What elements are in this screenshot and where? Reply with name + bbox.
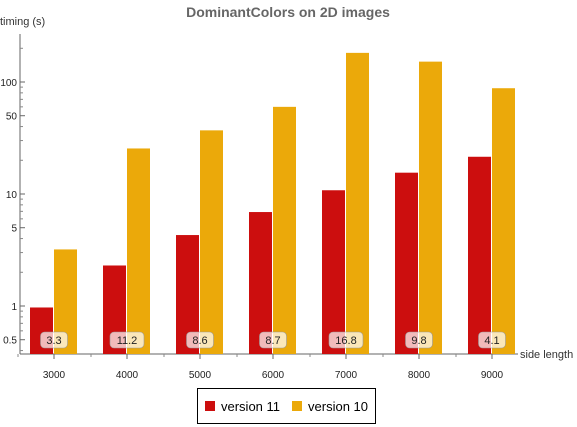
- chart-title: DominantColors on 2D images: [186, 4, 390, 20]
- data-label: 8.7: [265, 335, 280, 347]
- y-tick-label: 100: [0, 78, 17, 89]
- bar-version-10-4000: [127, 148, 150, 354]
- data-label-box: [328, 331, 364, 349]
- bar-version-11-9000: [468, 156, 491, 354]
- bar-version-11-7000: [322, 190, 345, 354]
- data-label: 8.6: [192, 335, 207, 347]
- y-tick-label: 1: [11, 302, 17, 313]
- data-label: 16.8: [335, 335, 356, 347]
- x-tick-label: 3000: [43, 370, 66, 381]
- legend-item-version-11: version 11: [205, 399, 280, 414]
- bar-version-10-7000: [346, 52, 369, 354]
- data-label: 9.8: [411, 335, 426, 347]
- legend: version 11 version 10: [197, 388, 376, 424]
- bar-version-10-5000: [200, 130, 223, 354]
- bar-version-11-6000: [249, 212, 272, 354]
- bar-version-10-9000: [492, 88, 515, 354]
- y-tick-label: 50: [6, 112, 18, 123]
- x-ticks: 3000 4000 5000 6000 7000 8000 9000: [17, 354, 504, 381]
- x-tick-label: 8000: [408, 370, 431, 381]
- y-axis-label: timing (s): [0, 16, 45, 28]
- x-tick-label: 5000: [189, 370, 212, 381]
- x-tick-label: 6000: [262, 370, 285, 381]
- data-labels: 3.3 11.2 8.6 8.7 16.8 9.8 4.1: [40, 331, 506, 349]
- legend-label-version-10: version 10: [308, 398, 368, 414]
- data-label: 11.2: [117, 335, 138, 347]
- bar-version-10-6000: [273, 106, 296, 354]
- data-label-box: [186, 331, 214, 349]
- y-tick-label: 0.5: [3, 336, 17, 347]
- y-tick-label: 5: [11, 224, 17, 235]
- data-label-box: [109, 331, 145, 349]
- x-tick-label: 9000: [481, 370, 504, 381]
- legend-swatch-version-10: [292, 401, 303, 411]
- bar-version-10-8000: [419, 61, 442, 355]
- y-tick-label: 10: [6, 190, 18, 201]
- x-axis-label: side length: [520, 349, 573, 361]
- bar-version-11-5000: [176, 235, 199, 354]
- data-label-box: [405, 331, 433, 349]
- data-label-box: [478, 331, 506, 349]
- bar-version-11-8000: [395, 172, 418, 354]
- bars: [30, 52, 515, 355]
- data-label-box: [40, 331, 68, 349]
- data-label: 3.3: [46, 335, 61, 347]
- x-tick-label: 7000: [335, 370, 358, 381]
- data-label: 4.1: [484, 335, 499, 347]
- legend-swatch-version-11: [205, 401, 215, 411]
- x-tick-label: 4000: [116, 370, 139, 381]
- legend-label-version-11: version 11: [221, 398, 281, 414]
- y-ticks: 0.5 1 5 10 50 100: [0, 47, 25, 352]
- legend-item-version-10: version 10: [292, 399, 368, 414]
- bar-version-10-3000: [54, 249, 77, 354]
- data-label-box: [259, 331, 287, 349]
